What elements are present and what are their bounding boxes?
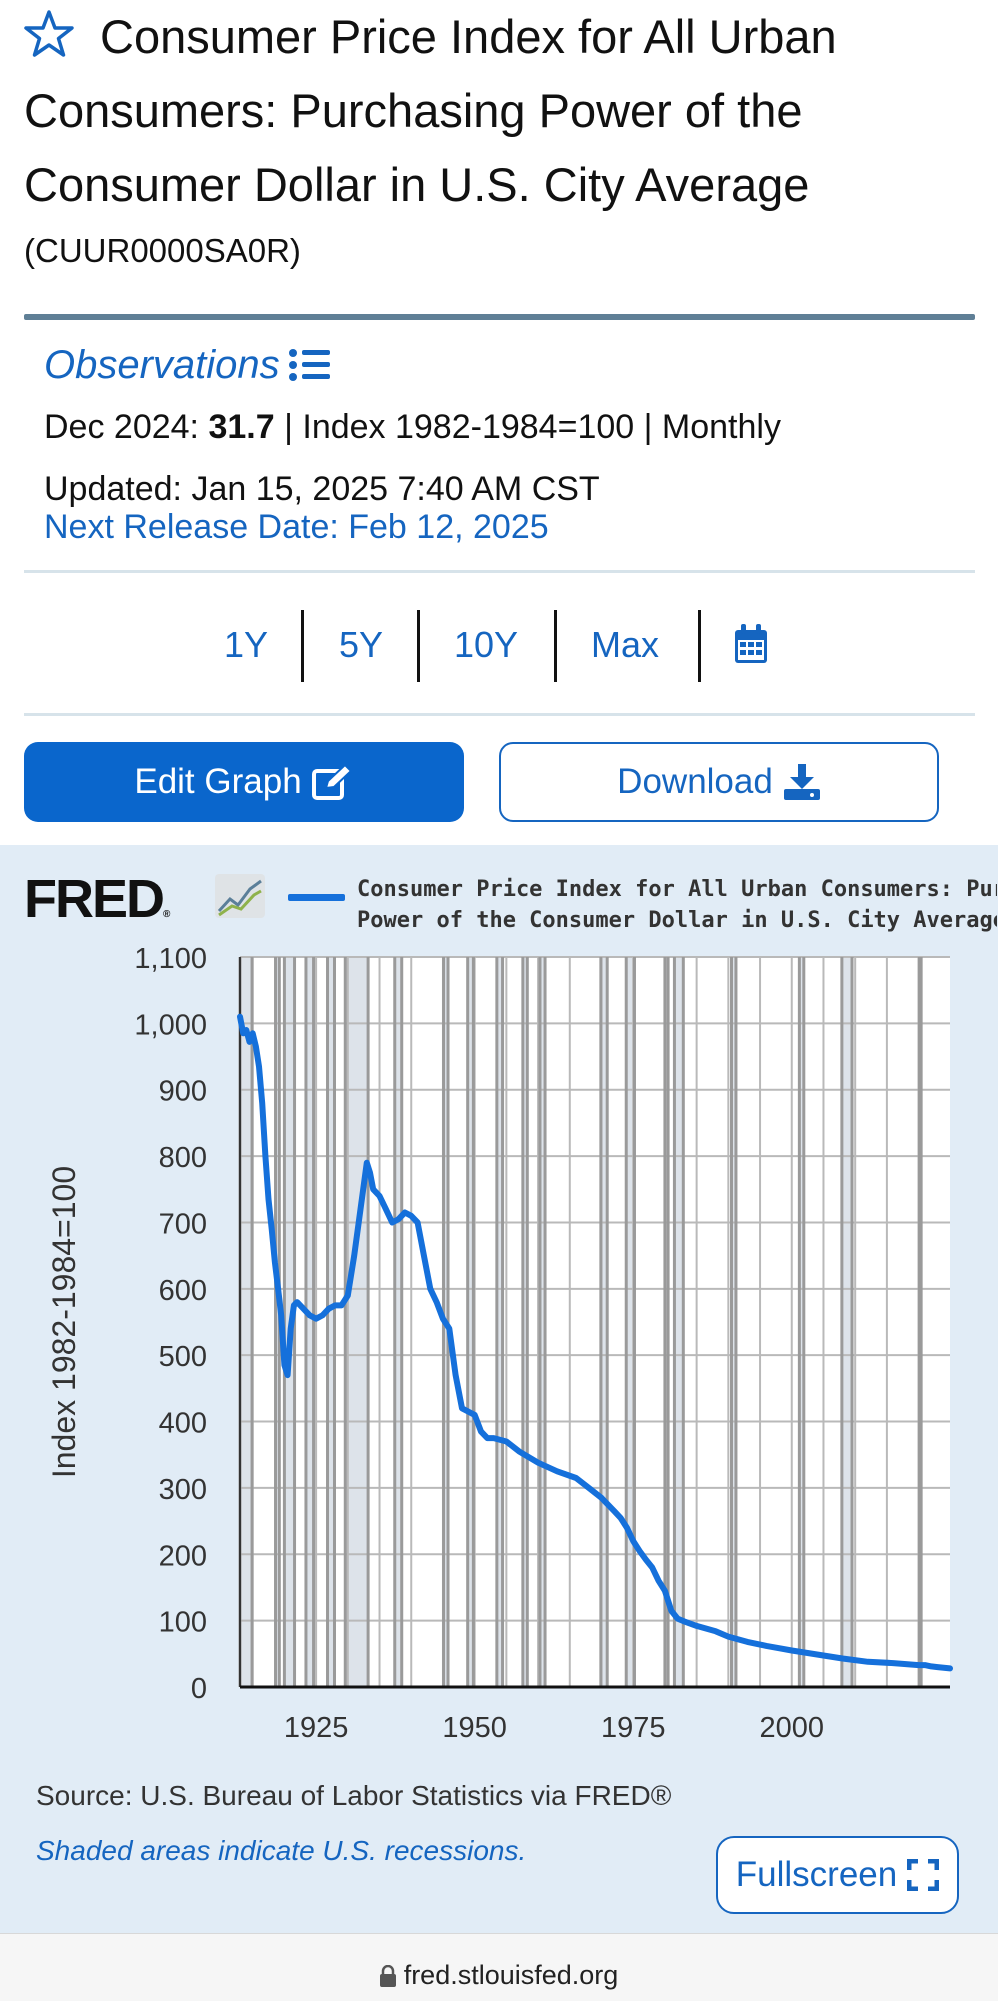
edit-graph-button[interactable]: Edit Graph (24, 742, 464, 822)
y-tick-label: 800 (159, 1142, 207, 1174)
browser-url-bar (0, 1933, 998, 2001)
header-divider (24, 314, 975, 320)
observations-link[interactable]: Observations (44, 343, 330, 388)
observations-label: Observations (44, 343, 280, 387)
recession-band (275, 957, 280, 1687)
recession-band (345, 957, 369, 1687)
y-tick-label: 900 (159, 1076, 207, 1108)
recession-band (327, 957, 335, 1687)
recession-band (240, 957, 253, 1687)
recession-band (799, 957, 804, 1687)
legend-swatch (288, 894, 345, 901)
latest-observation: Dec 2024: 31.7 | Index 1982-1984=100 | M… (44, 408, 781, 446)
recession-note: Shaded areas indicate U.S. recessions. (36, 1835, 527, 1866)
y-tick-label: 1,000 (134, 1009, 207, 1041)
chart-legend: Consumer Price Index for All Urban Consu… (357, 877, 997, 933)
download-button[interactable]: Download (499, 742, 939, 822)
y-tick-label: 500 (159, 1341, 207, 1373)
recession-band (674, 957, 684, 1687)
list-icon (288, 349, 330, 381)
recession-band (467, 957, 474, 1687)
recession-band (600, 957, 608, 1687)
y-tick-label: 300 (159, 1474, 207, 1506)
y-tick-label: 400 (159, 1408, 207, 1440)
updated-info: Updated: Jan 15, 2025 7:40 AM CST (44, 470, 600, 508)
lock-icon (379, 1965, 396, 1987)
recession-band (496, 957, 503, 1687)
download-icon (783, 764, 820, 800)
range-5y-button[interactable]: 5Y (339, 624, 384, 665)
source-note: Source: U.S. Bureau of Labor Statistics … (36, 1780, 672, 1811)
calendar-icon[interactable] (734, 624, 768, 664)
range-max-button[interactable]: Max (591, 624, 660, 665)
range-10y-button[interactable]: 10Y (454, 624, 519, 665)
fullscreen-icon (907, 1859, 940, 1891)
y-tick-label: 200 (159, 1540, 207, 1572)
fullscreen-button[interactable]: Fullscreen (716, 1836, 959, 1914)
y-tick-label: 0 (191, 1673, 207, 1705)
y-tick-label: 100 (159, 1607, 207, 1639)
frequency: Monthly (661, 408, 781, 446)
series-id: (CUUR0000SA0R) (24, 232, 301, 269)
series-line (237, 1013, 953, 1672)
line-chart[interactable]: 0 100 200 300 400 500 600 700 800 900 1,000 1,100 19… (0, 930, 998, 1740)
x-tick-label: 1975 (601, 1712, 666, 1740)
y-tick-label: 1,100 (134, 943, 207, 975)
recession-band (731, 957, 736, 1687)
latest-value: 31.7 (208, 408, 275, 446)
y-axis-label: Index 1982-1984=100 (46, 1166, 82, 1478)
recession-band (664, 957, 669, 1687)
range-selector: 1Y 5Y 10Y Max (0, 610, 998, 682)
recession-band (841, 957, 853, 1687)
divider (24, 570, 975, 573)
page-title: Consumer Price Index for All Urban Consu… (24, 10, 837, 211)
divider (24, 713, 975, 716)
x-tick-label: 1925 (284, 1712, 349, 1740)
x-tick-label: 2000 (760, 1712, 825, 1740)
recession-band (522, 957, 528, 1687)
page-header: Consumer Price Index for All Urban Consu… (24, 0, 984, 222)
fred-graph-icon (215, 874, 265, 918)
recession-band (626, 957, 635, 1687)
recession-band (305, 957, 314, 1687)
y-tick-label: 700 (159, 1208, 207, 1240)
next-release-link[interactable]: Next Release Date: Feb 12, 2025 (44, 508, 549, 546)
recession-band (539, 957, 546, 1687)
units: | Index 1982-1984=100 | (284, 408, 653, 446)
edit-icon (311, 764, 353, 800)
star-outline-icon[interactable] (24, 9, 74, 59)
browser-url[interactable]: fred.stlouisfed.org (0, 1960, 998, 1991)
fred-logo[interactable]: FRED® (24, 869, 171, 929)
recession-band (394, 957, 402, 1687)
x-tick-label: 1950 (442, 1712, 507, 1740)
y-tick-label: 600 (159, 1275, 207, 1307)
range-1y-button[interactable]: 1Y (224, 624, 269, 665)
